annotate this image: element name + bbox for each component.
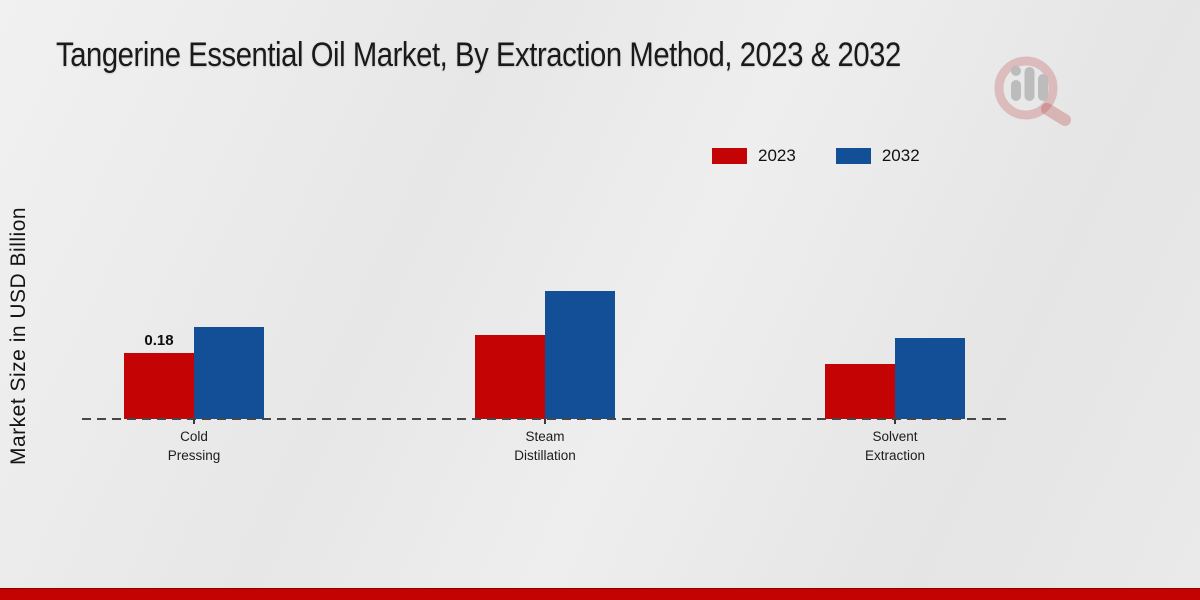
bar-2032-solvent-extraction (895, 338, 965, 419)
bar-2023-solvent-extraction (825, 364, 895, 419)
category-label-line: Extraction (864, 448, 926, 463)
legend-item-2023: 2023 (712, 146, 796, 166)
legend-item-2032: 2032 (835, 146, 920, 166)
legend-swatch-icon (712, 148, 747, 164)
brand-watermark-logo (994, 56, 1071, 126)
bar-chart-glyph-icon (1011, 66, 1048, 101)
magnifier-handle-icon (1041, 103, 1071, 126)
bar-2032-steam-distillation (545, 291, 615, 419)
legend-label: 2023 (758, 146, 796, 165)
category-label-line: Solvent (872, 429, 918, 444)
category-label-steam-distillation: Steam Distillation (465, 427, 625, 465)
bar-2023-cold-pressing (124, 353, 194, 419)
category-label-line: Pressing (167, 448, 221, 463)
x-axis-tick-steam-distillation (544, 419, 546, 424)
category-label-line: Distillation (514, 448, 576, 463)
footer-red-band (0, 588, 1200, 600)
magnifier-ring-icon (994, 56, 1058, 120)
bar-2023-steam-distillation (475, 335, 545, 419)
category-label-solvent-extraction: Solvent Extraction (815, 427, 975, 465)
bar-2032-cold-pressing (194, 327, 264, 419)
category-label-line: Cold (180, 429, 208, 444)
legend: 2023 2032 (712, 146, 920, 166)
data-label-2023-cold-pressing: 0.18 (144, 332, 174, 349)
legend-label: 2032 (881, 146, 920, 165)
x-axis-tick-solvent-extraction (894, 419, 896, 424)
legend-swatch-icon (835, 148, 871, 164)
category-label-line: Steam (525, 429, 565, 444)
category-label-cold-pressing: Cold Pressing (114, 427, 274, 465)
chart-title: Tangerine Essential Oil Market, By Extra… (56, 36, 901, 74)
x-axis-tick-cold-pressing (193, 419, 195, 424)
